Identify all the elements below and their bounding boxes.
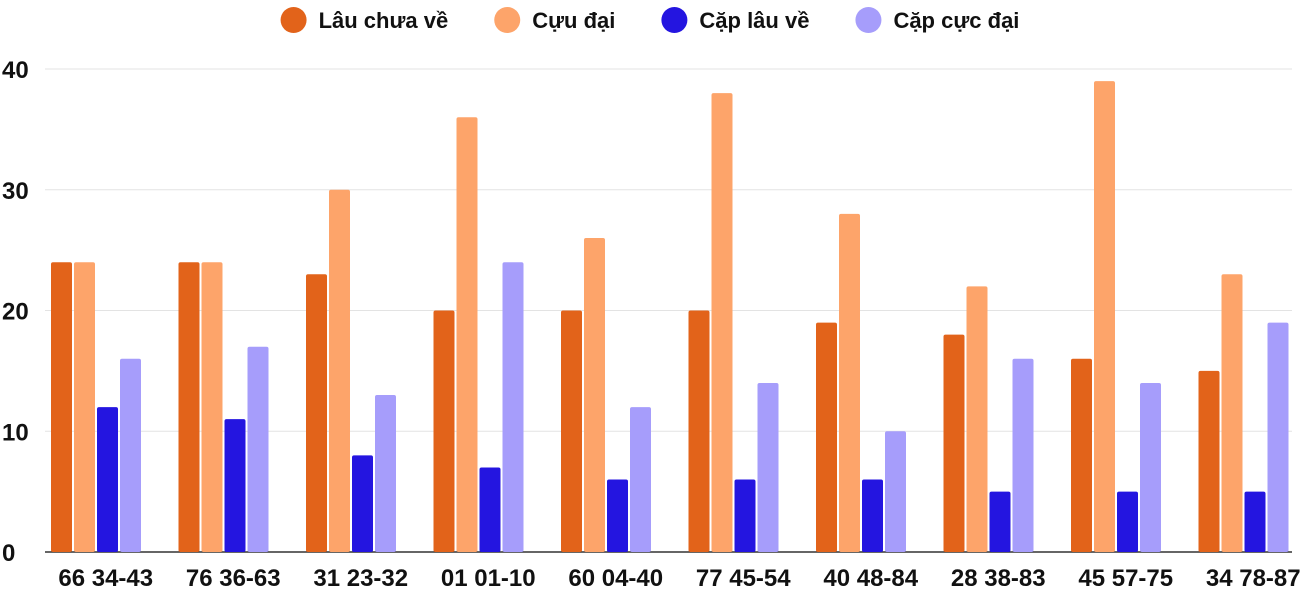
bar [966, 286, 988, 552]
legend-swatch [661, 7, 688, 33]
legend-swatch [280, 7, 307, 33]
bar-group [688, 93, 779, 553]
bar [224, 419, 246, 552]
y-tick-label: 0 [2, 540, 15, 567]
bar-group [943, 286, 1034, 552]
x-tick-label: 40 48-84 [823, 565, 918, 592]
bar [329, 189, 350, 552]
y-tick-label: 20 [2, 299, 29, 326]
bar [375, 395, 396, 552]
legend-item: Cựu đại [494, 7, 615, 33]
bar-group [178, 262, 269, 552]
x-tick-label: 77 45-54 [696, 565, 791, 592]
bar [178, 262, 200, 552]
bar [711, 93, 733, 553]
bar [862, 479, 883, 552]
legend: Lâu chưa về Cựu đại Cặp lâu về Cặp cực đại [280, 7, 1019, 33]
bar [688, 310, 710, 552]
legend-label: Cựu đại [532, 8, 615, 33]
x-tick-label: 28 38-83 [951, 565, 1046, 592]
y-tick-label: 40 [2, 57, 29, 84]
bar [1012, 358, 1034, 552]
bar-group [433, 117, 524, 553]
bar-group [1198, 274, 1289, 552]
bar [502, 262, 524, 552]
x-tick-label: 45 57-75 [1078, 565, 1173, 592]
legend-item: Cặp lâu về [661, 7, 809, 33]
bar [1117, 491, 1138, 552]
bar [479, 467, 501, 552]
bar-group [561, 238, 651, 553]
bar [584, 238, 605, 553]
bar [561, 310, 582, 552]
bar [943, 334, 965, 552]
y-axis: 0 10 20 30 40 [2, 57, 29, 567]
legend-swatch [494, 7, 521, 33]
bar [433, 310, 455, 552]
x-axis: 66 34-43 76 36-63 31 23-32 01 01-10 60 04-40… [58, 565, 1300, 592]
bars [51, 81, 1289, 553]
bar-group [1071, 81, 1161, 552]
bar [201, 262, 223, 552]
bar [607, 479, 628, 552]
bar [352, 455, 373, 552]
bar [306, 274, 327, 552]
x-tick-label: 34 78-87 [1206, 565, 1300, 592]
y-tick-label: 10 [2, 419, 29, 446]
x-tick-label: 01 01-10 [441, 565, 536, 592]
x-tick-label: 66 34-43 [58, 565, 153, 592]
legend-label: Lâu chưa về [319, 8, 449, 33]
bar [1071, 358, 1092, 552]
bar [97, 407, 118, 552]
legend-swatch [855, 7, 882, 33]
bar-group [816, 213, 906, 552]
bar [456, 117, 478, 553]
bar [839, 213, 860, 552]
bar [734, 479, 756, 552]
legend-label: Cặp lâu về [699, 8, 809, 33]
bar [816, 322, 837, 552]
legend-item: Lâu chưa về [280, 7, 449, 33]
x-tick-label: 60 04-40 [568, 565, 663, 592]
legend-item: Cặp cực đại [855, 7, 1019, 33]
bar [247, 346, 269, 552]
bar [1221, 274, 1243, 552]
bar [1267, 322, 1289, 552]
bar [885, 431, 906, 552]
bar [630, 407, 651, 552]
bar [989, 491, 1011, 552]
bar [1244, 491, 1266, 552]
bar [1198, 370, 1220, 552]
bar [51, 262, 72, 552]
bar-group [51, 262, 141, 552]
x-tick-label: 76 36-63 [186, 565, 281, 592]
y-tick-label: 30 [2, 178, 29, 205]
bar [1094, 81, 1115, 552]
bar [74, 262, 95, 552]
bar-group [306, 189, 396, 552]
x-tick-label: 31 23-32 [313, 565, 408, 592]
bar [757, 382, 779, 552]
bar [1140, 382, 1161, 552]
legend-label: Cặp cực đại [893, 8, 1019, 33]
bar [120, 358, 141, 552]
